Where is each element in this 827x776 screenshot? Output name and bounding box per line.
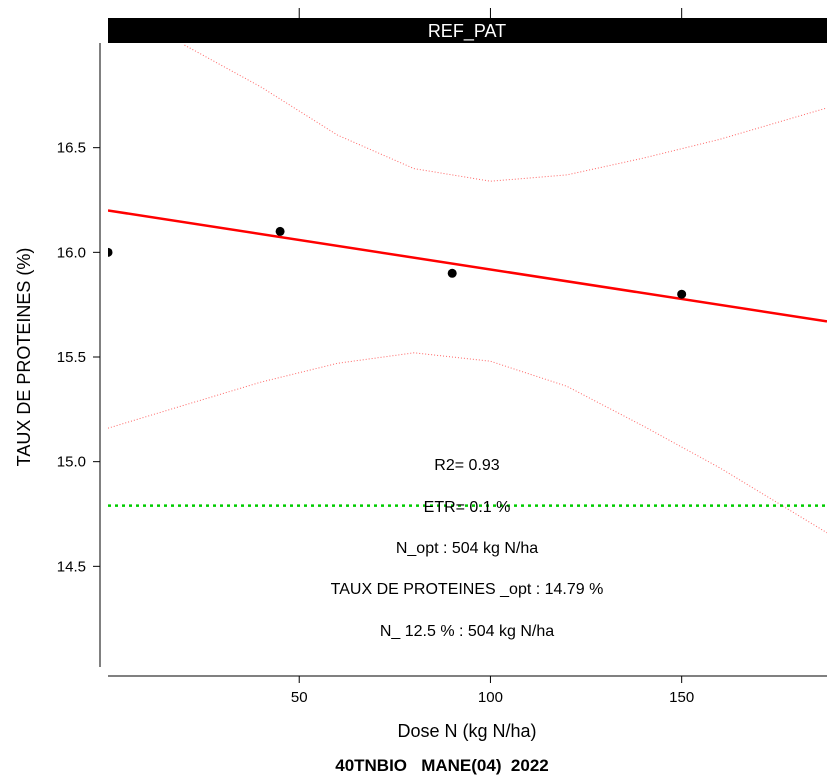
fit-line	[108, 209, 827, 323]
y-tick-label: 16.0	[57, 244, 86, 261]
x-tick-label: 100	[478, 689, 503, 706]
x-tick-label: 150	[669, 689, 694, 706]
chart-footer: 40TNBIO MANE(04) 2022	[335, 756, 549, 775]
data-point	[677, 289, 687, 299]
y-axis-title: TAUX DE PROTEINES (%)	[14, 248, 34, 467]
y-axis: 14.5 15.0 15.5 16.0 16.5	[57, 140, 100, 575]
confidence-band-upper	[184, 44, 827, 182]
confidence-band-lower	[108, 352, 827, 534]
annotation-r2: R2= 0.93	[434, 457, 499, 474]
data-point	[108, 247, 113, 257]
y-tick-label: 16.5	[57, 140, 86, 157]
plot-area	[108, 44, 827, 534]
x-axis: 50 100 150	[291, 676, 694, 706]
y-tick-label: 15.0	[57, 454, 86, 471]
panel-strip-title: REF_PAT	[428, 21, 506, 42]
annotation-taux-opt: TAUX DE PROTEINES _opt : 14.79 %	[331, 581, 604, 598]
top-ticks	[298, 8, 683, 18]
annotation-n-12-5: N_ 12.5 % : 504 kg N/ha	[380, 623, 554, 640]
annotation-n-opt: N_opt : 504 kg N/ha	[396, 540, 538, 557]
annotation-etr: ETR= 0.1 %	[424, 499, 511, 516]
y-tick-label: 14.5	[57, 558, 86, 575]
x-tick-label: 50	[291, 689, 308, 706]
panel-strip	[108, 18, 827, 43]
x-axis-title: Dose N (kg N/ha)	[397, 721, 536, 741]
data-points	[108, 226, 687, 299]
y-tick-label: 15.5	[57, 349, 86, 366]
data-point	[447, 268, 457, 278]
data-point	[275, 226, 285, 236]
